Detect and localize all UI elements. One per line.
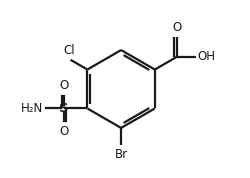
Text: O: O xyxy=(60,78,69,91)
Text: O: O xyxy=(60,125,69,138)
Text: S: S xyxy=(59,102,69,115)
Text: Br: Br xyxy=(114,148,128,161)
Text: Cl: Cl xyxy=(64,44,75,57)
Text: H₂N: H₂N xyxy=(21,102,44,115)
Text: O: O xyxy=(172,22,181,35)
Text: OH: OH xyxy=(197,50,215,63)
